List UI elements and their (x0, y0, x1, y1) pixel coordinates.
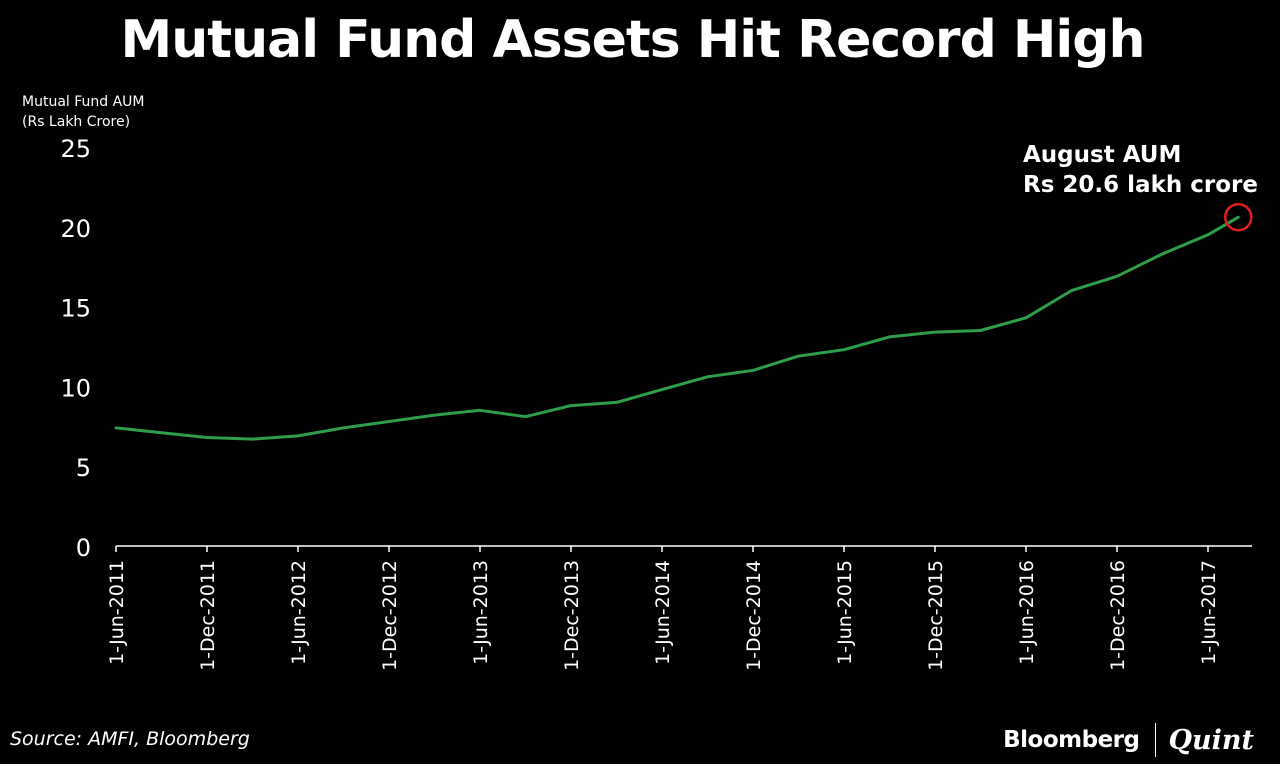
x-tick-label: 1-Dec-2011 (197, 560, 219, 671)
annotation-line-2: Rs 20.6 lakh crore (1023, 172, 1258, 198)
x-tick-label: 1-Dec-2014 (743, 560, 765, 671)
data-point (934, 331, 937, 334)
data-point (615, 401, 618, 404)
data-point (1070, 289, 1073, 292)
data-point (661, 388, 664, 391)
data-point (843, 348, 846, 351)
data-point (888, 335, 891, 338)
x-tick-label: 1-Dec-2012 (379, 560, 401, 671)
y-axis-label-line-2: (Rs Lakh Crore) (22, 114, 131, 130)
data-point (1025, 316, 1028, 319)
data-point (479, 409, 482, 412)
data-point (752, 369, 755, 372)
data-point (251, 438, 254, 441)
x-tick-label: 1-Jun-2015 (834, 560, 856, 665)
aum-series-line (114, 215, 1240, 441)
x-tick-label: 1-Jun-2011 (106, 560, 128, 665)
annotation-line-1: August AUM (1023, 142, 1181, 168)
data-point (206, 436, 209, 439)
data-point (1161, 252, 1164, 255)
data-point (342, 426, 345, 429)
data-point (570, 404, 573, 407)
y-tick-label: 20 (60, 215, 91, 243)
data-point (297, 434, 300, 437)
x-tick-label: 1-Jun-2012 (288, 560, 310, 665)
data-point (115, 426, 118, 429)
bloomberg-logo: Bloomberg (1003, 727, 1140, 753)
data-point (706, 375, 709, 378)
x-tick-label: 1-Dec-2013 (561, 560, 583, 671)
y-tick-label: 5 (76, 454, 91, 482)
x-tick-label: 1-Dec-2016 (1107, 560, 1129, 671)
data-point (433, 414, 436, 417)
data-point (1207, 233, 1210, 236)
data-point (1237, 216, 1240, 219)
data-point (524, 415, 527, 418)
latest-value-highlight-circle (1224, 202, 1253, 232)
x-tick-label: 1-Jun-2017 (1198, 560, 1220, 665)
quint-logo: Quint (1168, 724, 1254, 756)
x-tick-label: 1-Jun-2014 (652, 560, 674, 665)
source-note: Source: AMFI, Bloomberg (10, 728, 250, 750)
x-tick-label: 1-Jun-2013 (470, 560, 492, 665)
y-tick-label: 0 (76, 534, 91, 562)
data-point (797, 355, 800, 358)
data-point (1116, 275, 1119, 278)
brand-logo: Bloomberg Quint (1003, 720, 1254, 760)
y-axis-label: Mutual Fund AUM (Rs Lakh Crore) (22, 92, 145, 132)
y-tick-label: 10 (60, 374, 91, 402)
y-tick-label: 15 (60, 295, 91, 323)
y-tick-label: 25 (60, 135, 91, 163)
data-point (388, 420, 391, 423)
brand-divider (1155, 723, 1157, 757)
x-tick-label: 1-Jun-2016 (1016, 560, 1038, 665)
chart-title: Mutual Fund Assets Hit Record High (120, 10, 1145, 70)
data-point (160, 431, 163, 434)
data-point (979, 329, 982, 332)
y-axis-label-line-1: Mutual Fund AUM (22, 94, 145, 110)
x-tick-label: 1-Dec-2015 (925, 560, 947, 671)
